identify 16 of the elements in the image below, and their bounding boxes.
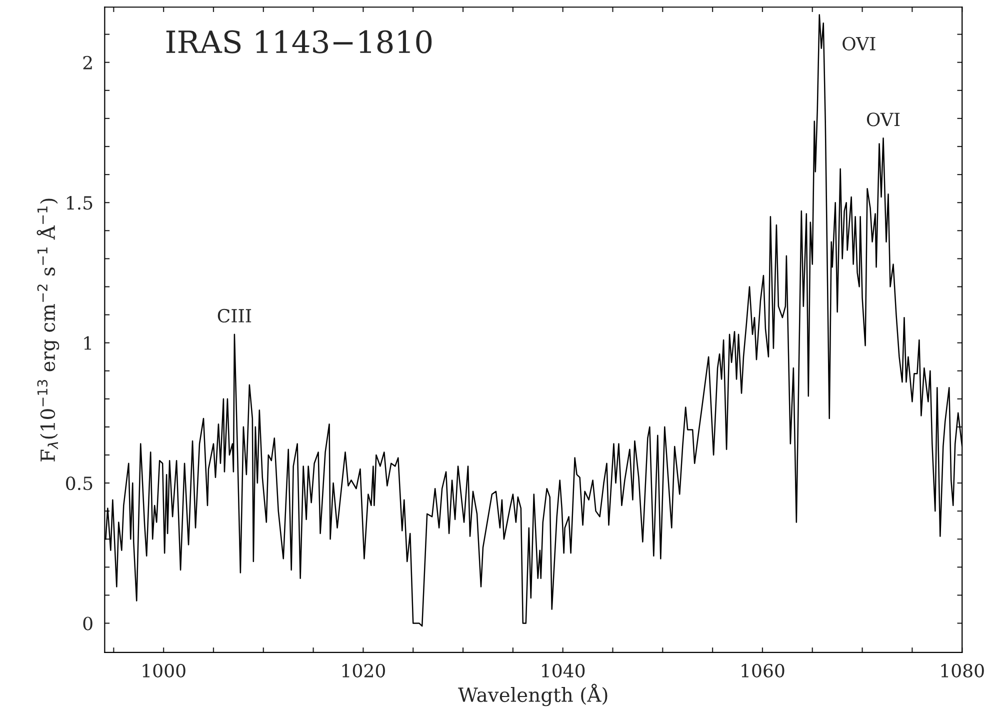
y-tick-label: 1 — [84, 336, 92, 350]
x-tick-label: 1040 — [542, 664, 585, 678]
annotation: OVI — [866, 112, 900, 126]
y-tick-label: 1.5 — [67, 196, 92, 210]
text: F$_{λ}$(10$^{−13}$ erg cm$^{−2}$ s$^{−1}$ Å$^{−1}$) — [36, 198, 60, 462]
y-tick-label: 0.5 — [66, 476, 92, 490]
y-tick-label: 2 — [83, 56, 92, 70]
x-tick-label: 1000 — [142, 664, 186, 678]
x-axis-title: Wavelength (Å) — [458, 684, 608, 706]
text: IRAS 1143−1810 — [166, 30, 432, 54]
x-tick-label: 1020 — [342, 664, 385, 678]
x-tick-label: 1060 — [742, 664, 784, 678]
annotation: OVI — [842, 36, 876, 50]
y-tick-label: 0 — [83, 616, 92, 630]
x-tick-label: 1080 — [941, 664, 984, 678]
annotation: CIII — [218, 308, 252, 323]
